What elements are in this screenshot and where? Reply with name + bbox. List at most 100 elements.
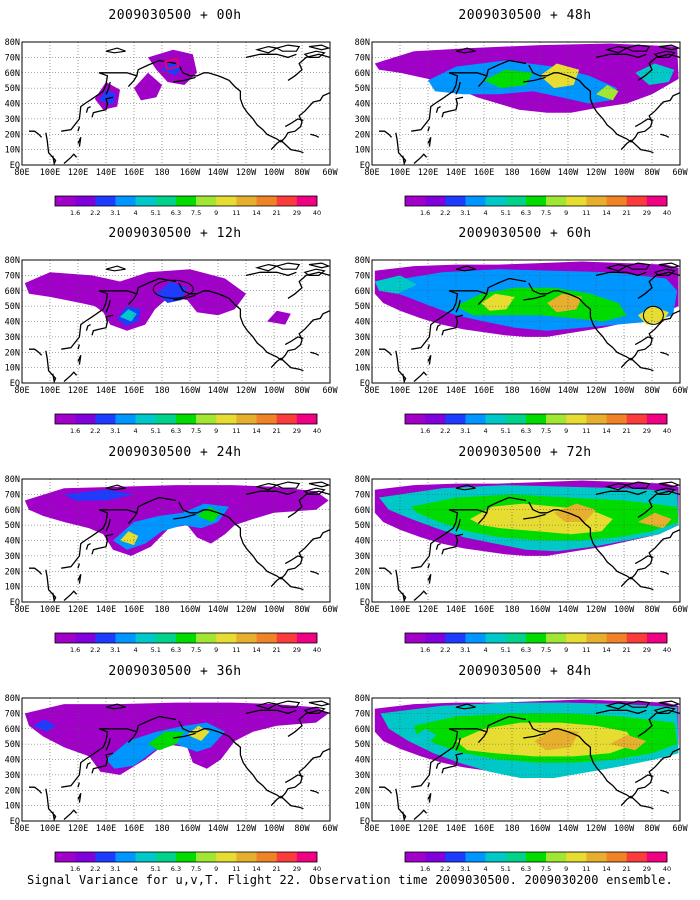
lat-label: 20N [355,786,370,796]
lon-label: 60W [322,824,338,834]
lat-label: 30N [355,115,370,125]
lat-label: 80N [355,256,370,266]
lon-label: 120W [586,168,607,178]
lon-label: 160W [530,824,551,834]
colorbar-frame [54,632,318,644]
colorbar-level-label: 2.2 [440,427,450,435]
coastline [91,314,114,336]
colorbar-level-label: 6.3 [521,209,531,217]
coastline [270,795,304,810]
lat-label: 80N [5,38,20,48]
colorbar-swatch [155,196,177,206]
colorbar-level-label: 6.3 [171,427,181,435]
lon-label: 120W [236,386,257,396]
coastline [413,371,428,382]
colorbar-swatch [425,414,446,424]
lon-label: 100E [40,824,60,834]
lon-label: 140E [96,386,116,396]
coastline [308,44,330,51]
coastline [254,482,279,491]
colorbar-level-label: 4 [484,865,488,873]
variance-contour [64,489,134,501]
lat-label: EQ [10,161,20,171]
contour-outline [152,279,194,299]
lon-label: 100E [390,824,410,834]
colorbar-level-label: 14 [602,427,610,435]
coastline [287,490,330,518]
colorbar-level-label: 9 [214,209,218,217]
colorbar-level-label: 11 [582,427,590,435]
coastline [528,501,680,580]
coastline [173,732,196,739]
lon-label: 100W [614,386,635,396]
coastline [270,576,304,591]
lon-label: 80E [364,168,379,178]
coastline [310,133,320,138]
colorbar-swatch [566,196,587,206]
lon-label: 160E [474,605,494,615]
lon-label: 80W [644,386,660,396]
colorbar-swatch [236,852,257,862]
map-canvas: EQ 10N 20N 30N 40N 50N 60N 70N 80N 80E 100E 120E 140… [355,475,689,654]
coastline [61,59,177,132]
colorbar-level-label: 6.3 [521,865,531,873]
coastline [77,793,82,803]
colorbar-swatch [505,633,527,643]
coastline [435,324,441,331]
colorbar-level-label: 14 [252,209,260,217]
coastline [63,153,78,164]
colorbar-frame [404,632,668,644]
colorbar-level-label: 14 [252,646,260,654]
coastline [178,282,330,361]
coastline [303,706,326,714]
coastline [523,294,546,301]
coastline [254,45,279,54]
contour-outline [642,305,664,325]
lon-label: 80E [14,605,29,615]
colorbar-level-label: 21 [623,865,631,873]
colorbar: 1.6 2.2 3.1 4 5.1 6.3 7.5 9 11 14 21 29 40 [54,851,321,873]
map-frame [371,259,681,384]
colorbar-swatch [425,633,446,643]
colorbar-level-label: 7.5 [541,427,551,435]
coastline [85,324,91,331]
colorbar-level-label: 7.5 [541,646,551,654]
coastline [411,277,527,350]
coastline [91,752,114,774]
lat-label: 80N [5,256,20,266]
lat-label: 20N [5,786,20,796]
colorbar-swatch [135,633,157,643]
variance-contour [120,531,139,546]
lon-label: 140E [96,605,116,615]
coastline [441,314,464,336]
colorbar-level-label: 40 [663,646,671,654]
coastline [29,567,43,575]
map-canvas: EQ 10N 20N 30N 40N 50N 60N 70N 80N 80E 100E 120E 140… [355,38,689,217]
coastline [379,348,393,356]
lat-label: 50N [5,740,20,750]
coastline [625,700,651,708]
lat-label: 70N [355,53,370,63]
coastline [178,64,330,143]
colorbar-level-label: 9 [214,865,218,873]
coastline [658,700,680,707]
lon-label: 120W [586,824,607,834]
colorbar-swatch [296,852,318,862]
colorbar-level-label: 14 [252,865,260,873]
colorbar-level-label: 5.1 [501,865,511,873]
colorbar-swatch [425,196,446,206]
lon-label: 160E [124,386,144,396]
colorbar-swatch [445,852,466,862]
lon-label: 80W [644,605,660,615]
colorbar-level-label: 40 [663,427,671,435]
coastlines [29,481,330,602]
coastline [625,44,651,52]
coastline [620,795,654,810]
lat-label: EQ [10,817,20,827]
lon-label: 140W [558,824,579,834]
lon-label: 100W [264,824,285,834]
coastline [77,574,82,584]
lat-label: 30N [355,552,370,562]
lat-label: 20N [5,567,20,577]
colorbar-level-label: 9 [214,427,218,435]
